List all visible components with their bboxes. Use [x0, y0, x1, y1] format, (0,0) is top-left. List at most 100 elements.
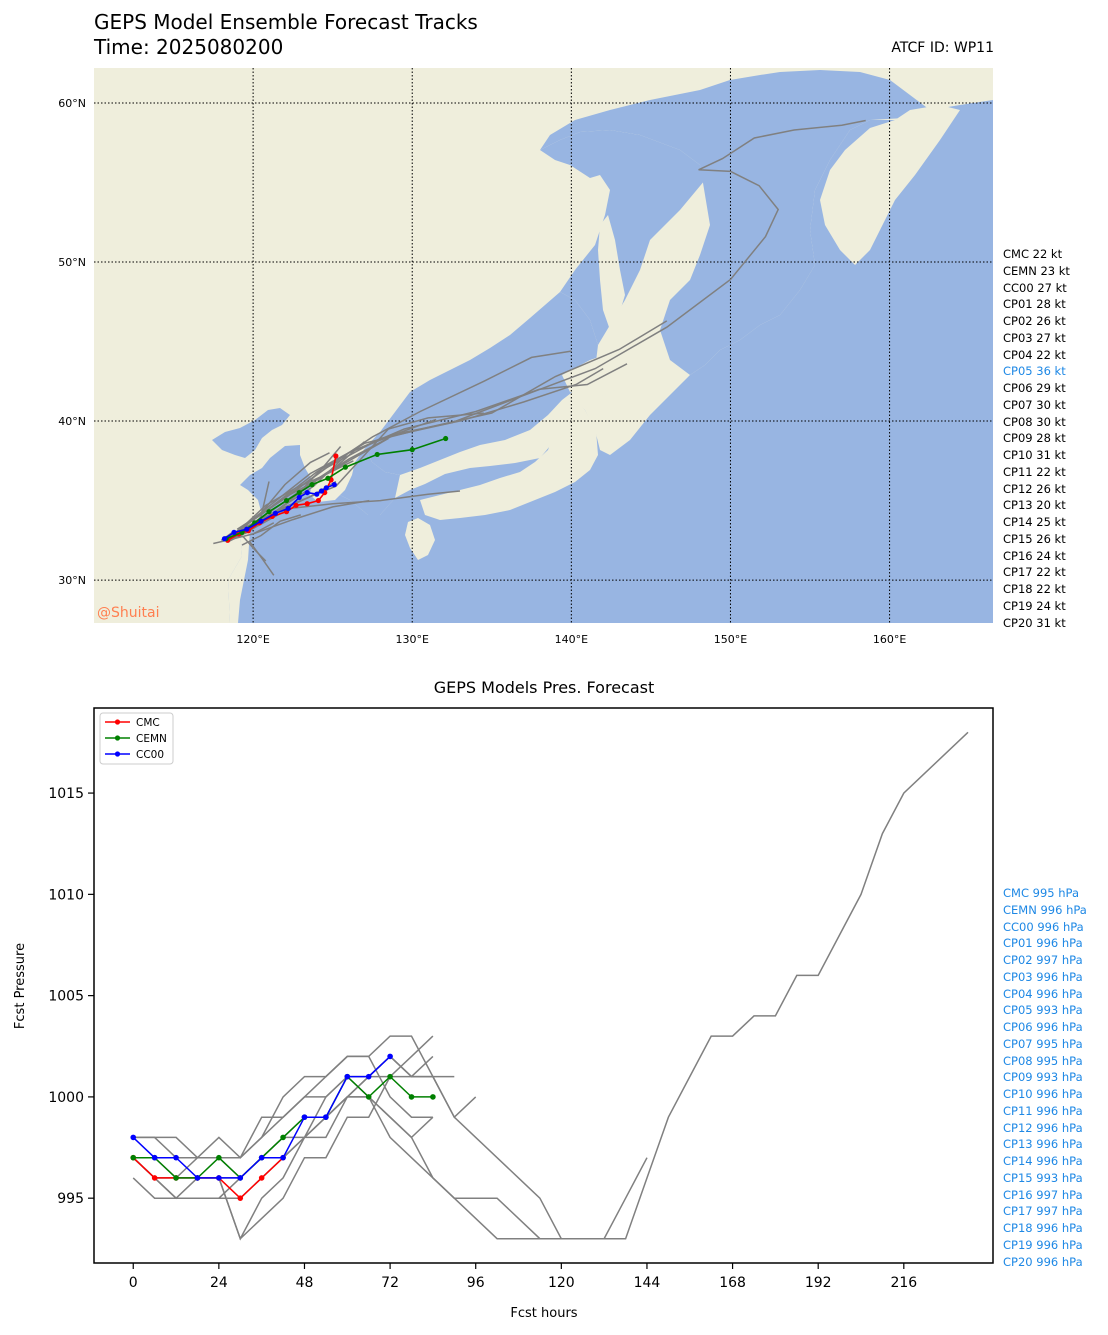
track-point	[342, 464, 349, 470]
pressure-plot-frame	[93, 707, 994, 1264]
x-tick-label: 120	[548, 1275, 575, 1291]
legend-marker	[114, 751, 121, 757]
track-point	[221, 536, 228, 542]
wind-list-item: CP08 30 kt	[1003, 414, 1066, 429]
pressure-point	[365, 1094, 372, 1100]
y-tick-label: 1005	[48, 989, 84, 1005]
track-point	[244, 526, 250, 532]
pressure-point	[258, 1154, 265, 1161]
land-hokkaido	[562, 355, 650, 398]
lon-tick-label: 130°E	[396, 633, 429, 646]
pressure-list: CMC 995 hPa CEMN 996 hPa CC00 996 hPa CP01 …	[1003, 885, 1087, 1270]
legend-label: CMC	[136, 717, 160, 729]
track-cemn	[225, 437, 446, 540]
pressure-list-item: CP20 996 hPa	[1003, 1254, 1083, 1269]
pressure-list-item: CP12 996 hPa	[1003, 1120, 1083, 1135]
wind-list-item: CP11 22 kt	[1003, 464, 1066, 479]
chart-title: GEPS Model Ensemble Forecast Tracks	[94, 10, 478, 34]
pressure-point	[151, 1154, 158, 1161]
x-tick-label: 72	[381, 1275, 399, 1291]
track-point	[333, 453, 339, 459]
pressure-point	[408, 1094, 415, 1100]
track-point	[272, 510, 278, 516]
lat-tick-label: 30°N	[58, 574, 86, 587]
track-point	[285, 505, 291, 512]
wind-list-item: CP04 22 kt	[1003, 347, 1066, 362]
track-point	[283, 497, 290, 504]
pressure-point	[280, 1134, 286, 1141]
pressure-y-label: Fcst Pressure	[13, 943, 28, 1029]
track-point	[443, 435, 449, 442]
ensemble-pressure-line	[133, 1055, 433, 1159]
pressure-point	[237, 1175, 244, 1181]
track-point	[374, 451, 380, 458]
ensemble-track	[231, 363, 628, 540]
track-point	[296, 494, 302, 500]
wind-list-item: CP02 26 kt	[1003, 314, 1066, 328]
pressure-list-item: CP03 996 hPa	[1003, 969, 1083, 984]
legend-marker	[114, 735, 121, 741]
y-tick-label: 995	[57, 1191, 84, 1207]
pressure-list-item: CMC 995 hPa	[1003, 886, 1079, 900]
track-point	[304, 489, 310, 496]
x-tick-label: 96	[467, 1275, 485, 1291]
pressure-list-item: CP14 996 hPa	[1003, 1154, 1083, 1168]
pressure-list-item: CP06 996 hPa	[1003, 1020, 1083, 1034]
ensemble-pressure-line	[132, 1055, 434, 1241]
pressure-list-item: CP02 997 hPa	[1003, 953, 1083, 967]
pressure-list-item: CP13 996 hPa	[1003, 1137, 1083, 1152]
x-tick-label: 168	[719, 1275, 746, 1291]
ensemble-track	[230, 452, 330, 538]
pressure-point	[344, 1073, 351, 1080]
pressure-list-item: CP17 997 hPa	[1003, 1204, 1083, 1219]
wind-list-item: CEMN 23 kt	[1003, 263, 1070, 278]
pressure-point	[173, 1154, 179, 1161]
lon-tick-label: 160°E	[873, 633, 906, 646]
pressure-point	[430, 1094, 436, 1100]
pressure-list-item: CP04 996 hPa	[1003, 986, 1083, 1001]
x-tick-label: 24	[210, 1275, 228, 1291]
pressure-point	[258, 1175, 265, 1181]
ensemble-track	[249, 541, 275, 576]
track-point	[331, 482, 337, 488]
track-point	[258, 518, 264, 524]
pressure-point	[216, 1154, 222, 1161]
wind-list-item: CP17 22 kt	[1003, 565, 1066, 580]
track-point	[293, 502, 299, 508]
lon-tick-label: 120°E	[236, 633, 269, 646]
lon-tick-label: 150°E	[714, 633, 747, 646]
pressure-list-item: CP19 996 hPa	[1003, 1237, 1083, 1252]
track-point	[315, 497, 321, 504]
ensemble-track	[241, 514, 302, 546]
pressure-point	[280, 1154, 286, 1161]
wind-list: CMC 22 kt CEMN 23 kt CC00 27 kt CP01 28 kt C…	[1003, 246, 1070, 631]
track-point	[231, 529, 237, 535]
wind-list-item: CP18 22 kt	[1003, 582, 1066, 596]
track-point	[309, 482, 315, 488]
pressure-list-item: CP07 995 hPa	[1003, 1036, 1083, 1051]
wind-list-item: CP06 29 kt	[1003, 381, 1066, 395]
wind-list-item: CP07 30 kt	[1003, 397, 1066, 412]
track-point	[409, 447, 415, 453]
ensemble-track	[233, 418, 437, 535]
pressure-list-item: CP10 996 hPa	[1003, 1087, 1083, 1101]
x-tick-label: 48	[296, 1275, 314, 1291]
pressure-point	[216, 1175, 222, 1181]
pressure-point	[365, 1073, 372, 1080]
y-tick-label: 1010	[48, 887, 84, 903]
pressure-chart-title: GEPS Models Pres. Forecast	[434, 678, 655, 697]
track-point	[325, 475, 331, 481]
legend-box	[99, 712, 174, 765]
track-point	[323, 485, 329, 491]
pressure-point	[130, 1154, 137, 1161]
pressure-point	[130, 1134, 137, 1141]
ensemble-track	[239, 460, 354, 530]
wind-list-item: CP15 26 kt	[1003, 531, 1066, 546]
ensemble-pressure-line	[132, 1055, 455, 1179]
pressure-list-item: CP18 996 hPa	[1003, 1221, 1083, 1235]
y-tick-label: 1000	[48, 1090, 84, 1106]
x-tick-label: 144	[634, 1275, 661, 1291]
pressure-list-item: CP05 993 hPa	[1003, 1003, 1083, 1018]
lat-tick-label: 60°N	[58, 97, 86, 110]
legend-marker	[114, 719, 121, 725]
